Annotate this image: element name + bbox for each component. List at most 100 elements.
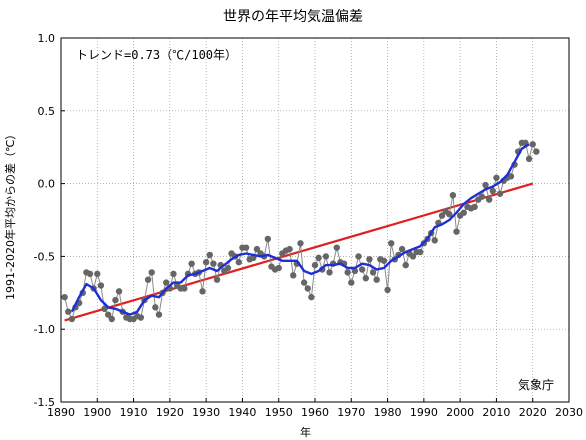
- annual-point: [202, 259, 210, 266]
- annual-point: [290, 272, 297, 279]
- annual-point: [471, 203, 478, 211]
- annual-point: [384, 286, 391, 294]
- annual-point: [529, 141, 536, 148]
- annual-point: [333, 244, 340, 251]
- annual-point: [304, 285, 311, 292]
- annual-point: [181, 285, 188, 292]
- x-tick-label: 1990: [410, 406, 438, 419]
- annual-point: [322, 253, 330, 260]
- annual-point: [163, 279, 170, 286]
- annual-point: [152, 304, 159, 311]
- annual-point: [144, 276, 152, 283]
- x-tick-label: 1890: [47, 406, 75, 419]
- annual-point: [68, 315, 76, 323]
- source-label: 気象庁: [518, 378, 555, 392]
- annual-point: [478, 193, 486, 200]
- annual-point: [188, 260, 195, 267]
- annual-point: [137, 314, 145, 321]
- x-tick-label: 1960: [301, 406, 329, 419]
- x-tick-label: 1910: [120, 406, 148, 419]
- x-axis-label: 年: [300, 426, 311, 439]
- x-tick-label: 2020: [519, 406, 547, 419]
- annual-point: [275, 264, 282, 272]
- annual-point: [351, 267, 359, 275]
- x-tick-label: 2010: [482, 406, 510, 419]
- x-tick-label: 1980: [374, 406, 402, 419]
- annual-point: [369, 269, 377, 276]
- annual-point: [489, 187, 496, 195]
- x-tick-label: 1940: [228, 406, 256, 419]
- annual-point: [493, 174, 500, 181]
- annual-point: [155, 311, 163, 318]
- x-tick-label: 1920: [156, 406, 184, 419]
- y-tick-label: 1.0: [38, 32, 56, 45]
- y-tick-label: -1.0: [34, 323, 55, 336]
- annual-point: [355, 253, 362, 260]
- moving-average-group: [70, 143, 530, 316]
- x-tick-label: 2000: [446, 406, 474, 419]
- annual-point: [65, 308, 72, 315]
- annual-point: [438, 212, 446, 219]
- x-tick-label: 1930: [192, 406, 220, 419]
- x-tick-label: 1970: [337, 406, 365, 419]
- annual-point: [112, 296, 119, 304]
- annual-point: [108, 315, 116, 323]
- annual-point: [104, 311, 112, 318]
- annual-series-group: [61, 139, 540, 323]
- annual-point: [86, 270, 94, 278]
- annual-point: [308, 293, 315, 301]
- annual-point: [170, 270, 177, 278]
- annual-point: [297, 240, 304, 247]
- annual-point: [460, 209, 467, 216]
- x-tick-label: 1900: [83, 406, 111, 419]
- annual-point: [348, 279, 355, 286]
- annual-line: [64, 142, 537, 321]
- annual-point: [533, 148, 540, 155]
- annual-point: [409, 253, 417, 260]
- annual-point: [388, 240, 395, 247]
- annual-point: [94, 270, 101, 278]
- annual-point: [485, 196, 493, 203]
- chart-title: 世界の年平均気温偏差: [223, 9, 363, 25]
- annual-point: [358, 266, 366, 273]
- annual-point: [148, 269, 155, 276]
- y-tick-label: 0.5: [38, 105, 56, 118]
- annual-point: [373, 276, 380, 283]
- annual-point: [482, 181, 489, 189]
- y-tick-label: -0.5: [34, 250, 55, 263]
- annual-point: [362, 275, 369, 282]
- annual-point: [496, 190, 504, 197]
- trend-annotation: トレンド=0.73（℃/100年）: [76, 48, 238, 62]
- annual-point: [264, 235, 272, 243]
- annual-point: [366, 256, 373, 263]
- annual-point: [326, 269, 333, 276]
- x-tick-labels: 1890 1900 1910 1920 1930 1940 1950 1960 1970 1980…: [47, 398, 583, 419]
- annual-point: [431, 237, 438, 244]
- annual-point: [115, 288, 123, 295]
- annual-point: [398, 245, 406, 253]
- annual-point: [206, 251, 213, 259]
- y-tick-labels: 1.0 0.5 0.0 -0.5 -1.0 -1.5: [34, 32, 65, 409]
- annual-point: [61, 293, 68, 301]
- annual-point: [210, 260, 217, 267]
- annual-point: [242, 244, 250, 251]
- annual-point: [402, 261, 409, 269]
- annual-point: [300, 279, 308, 286]
- annual-point: [453, 228, 460, 235]
- x-tick-label: 2030: [555, 406, 583, 419]
- annual-point: [311, 261, 319, 269]
- y-tick-label: -1.5: [34, 396, 55, 409]
- annual-point: [224, 264, 232, 272]
- annual-point: [253, 245, 261, 253]
- annual-point: [286, 245, 293, 253]
- annual-point: [449, 192, 457, 199]
- annual-point: [199, 288, 206, 295]
- annual-point: [380, 257, 388, 264]
- annual-point: [101, 305, 108, 313]
- grid-lines: [61, 38, 569, 402]
- annual-point: [235, 259, 242, 266]
- annual-point: [344, 269, 351, 276]
- moving-average-line: [70, 143, 530, 316]
- annual-point: [97, 282, 105, 289]
